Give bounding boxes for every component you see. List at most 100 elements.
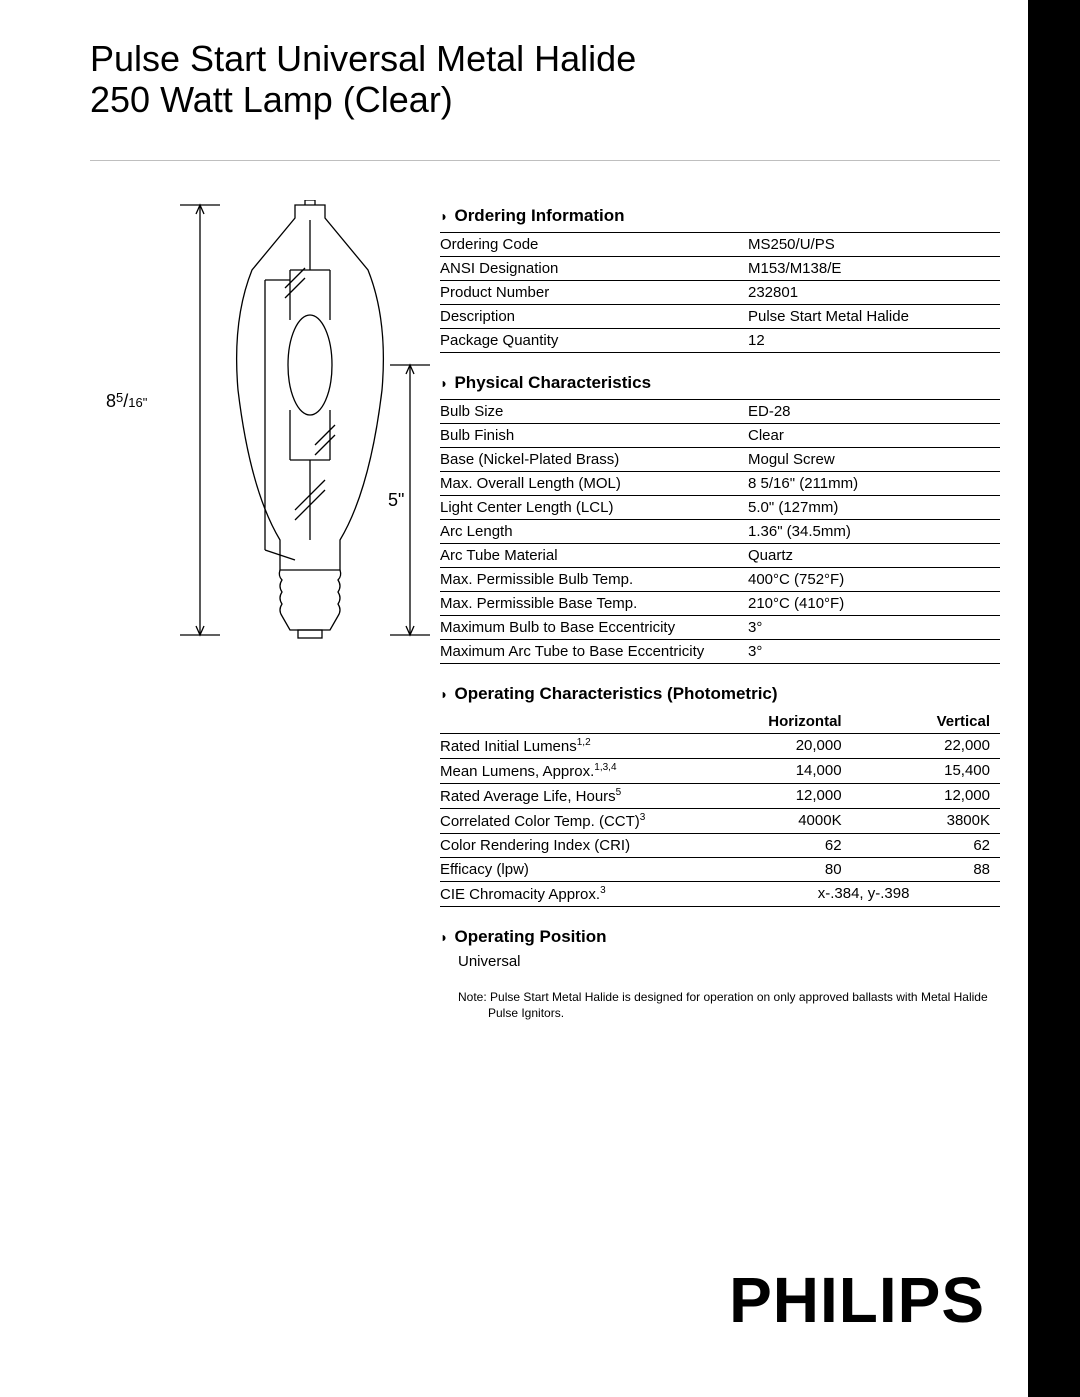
spec-label: Max. Permissible Bulb Temp. xyxy=(440,568,748,592)
spec-value-v: 12,000 xyxy=(866,784,1000,809)
col-vertical: Vertical xyxy=(866,710,1000,734)
ordering-heading: ◗ Ordering Information xyxy=(440,206,1000,226)
spec-label: Rated Initial Lumens1,2 xyxy=(440,734,731,759)
spec-label: Arc Length xyxy=(440,520,748,544)
content-area: 85/16" 5" ◗ Ordering Information Ordering… xyxy=(90,200,1000,1021)
spec-label: Product Number xyxy=(440,281,748,305)
table-row: Mean Lumens, Approx.1,3,414,00015,400 xyxy=(440,759,1000,784)
horizontal-divider xyxy=(90,160,1000,161)
col-horizontal: Horizontal xyxy=(731,710,865,734)
table-row: Light Center Length (LCL)5.0" (127mm) xyxy=(440,496,1000,520)
spec-value-v: 88 xyxy=(866,858,1000,882)
arrow-icon: ◗ xyxy=(440,208,448,224)
ordering-table: Ordering CodeMS250/U/PSANSI DesignationM… xyxy=(440,232,1000,353)
spec-value-h: 62 xyxy=(731,834,865,858)
table-row: Arc Length1.36" (34.5mm) xyxy=(440,520,1000,544)
spec-label: CIE Chromacity Approx.3 xyxy=(440,882,731,907)
lcl-dimension-label: 5" xyxy=(388,490,404,511)
spec-label: Maximum Arc Tube to Base Eccentricity xyxy=(440,640,748,664)
spec-label: Color Rendering Index (CRI) xyxy=(440,834,731,858)
spec-value-h: 4000K xyxy=(731,809,865,834)
spec-label: Bulb Finish xyxy=(440,424,748,448)
spec-value: Mogul Screw xyxy=(748,448,1000,472)
lamp-diagram xyxy=(90,200,430,660)
spec-label: Max. Overall Length (MOL) xyxy=(440,472,748,496)
spec-label: Correlated Color Temp. (CCT)3 xyxy=(440,809,731,834)
spec-label: Package Quantity xyxy=(440,329,748,353)
operating-heading-text: Operating Characteristics (Photometric) xyxy=(454,684,777,704)
table-row: Bulb FinishClear xyxy=(440,424,1000,448)
spec-value: 3° xyxy=(748,616,1000,640)
spec-value-v: 3800K xyxy=(866,809,1000,834)
spec-value-cie: x-.384, y-.398 xyxy=(731,882,1000,907)
spec-column: ◗ Ordering Information Ordering CodeMS250… xyxy=(440,200,1000,1021)
table-row: Max. Overall Length (MOL)8 5/16" (211mm) xyxy=(440,472,1000,496)
spec-value: 1.36" (34.5mm) xyxy=(748,520,1000,544)
note-body: Pulse Start Metal Halide is designed for… xyxy=(488,990,988,1020)
table-row: Correlated Color Temp. (CCT)34000K3800K xyxy=(440,809,1000,834)
table-row: Ordering CodeMS250/U/PS xyxy=(440,233,1000,257)
table-row: Arc Tube MaterialQuartz xyxy=(440,544,1000,568)
table-row: Base (Nickel-Plated Brass)Mogul Screw xyxy=(440,448,1000,472)
table-row: Rated Average Life, Hours512,00012,000 xyxy=(440,784,1000,809)
spec-value: Quartz xyxy=(748,544,1000,568)
arrow-icon: ◗ xyxy=(440,686,448,702)
spec-value: 400°C (752°F) xyxy=(748,568,1000,592)
physical-table: Bulb SizeED-28Bulb FinishClearBase (Nick… xyxy=(440,399,1000,664)
spec-label: Base (Nickel-Plated Brass) xyxy=(440,448,748,472)
spec-label: Arc Tube Material xyxy=(440,544,748,568)
page-title-line2: 250 Watt Lamp (Clear) xyxy=(90,79,1080,120)
spec-value-h: 80 xyxy=(731,858,865,882)
spec-label: ANSI Designation xyxy=(440,257,748,281)
spec-label: Bulb Size xyxy=(440,400,748,424)
table-row: Maximum Arc Tube to Base Eccentricity3° xyxy=(440,640,1000,664)
brand-logo: PHILIPS xyxy=(729,1263,985,1337)
spec-value: 3° xyxy=(748,640,1000,664)
spec-value: Clear xyxy=(748,424,1000,448)
table-row: DescriptionPulse Start Metal Halide xyxy=(440,305,1000,329)
spec-label: Light Center Length (LCL) xyxy=(440,496,748,520)
spec-label: Mean Lumens, Approx.1,3,4 xyxy=(440,759,731,784)
spec-value-h: 20,000 xyxy=(731,734,865,759)
diagram-column: 85/16" 5" xyxy=(90,200,430,1021)
spec-label: Maximum Bulb to Base Eccentricity xyxy=(440,616,748,640)
spec-value: 5.0" (127mm) xyxy=(748,496,1000,520)
spec-value-v: 62 xyxy=(866,834,1000,858)
position-heading: ◗ Operating Position xyxy=(440,927,1000,947)
spec-value: 8 5/16" (211mm) xyxy=(748,472,1000,496)
table-row: Maximum Bulb to Base Eccentricity3° xyxy=(440,616,1000,640)
title-block: Pulse Start Universal Metal Halide 250 W… xyxy=(0,0,1080,121)
table-row: Product Number232801 xyxy=(440,281,1000,305)
spec-label: Description xyxy=(440,305,748,329)
table-row: Max. Permissible Bulb Temp.400°C (752°F) xyxy=(440,568,1000,592)
table-row: Package Quantity12 xyxy=(440,329,1000,353)
spec-value: M153/M138/E xyxy=(748,257,1000,281)
operating-table: Horizontal Vertical Rated Initial Lumens… xyxy=(440,710,1000,907)
page-title-line1: Pulse Start Universal Metal Halide xyxy=(90,38,1080,79)
arrow-icon: ◗ xyxy=(440,929,448,945)
table-row: CIE Chromacity Approx.3x-.384, y-.398 xyxy=(440,882,1000,907)
physical-heading-text: Physical Characteristics xyxy=(454,373,651,393)
brand-wordmark: PHILIPS xyxy=(729,1264,985,1336)
spec-value-v: 22,000 xyxy=(866,734,1000,759)
right-sidebar-stripe xyxy=(1028,0,1080,1397)
footnote: Note: Pulse Start Metal Halide is design… xyxy=(470,990,1000,1021)
spec-label: Ordering Code xyxy=(440,233,748,257)
position-value: Universal xyxy=(440,953,1000,970)
table-row: Efficacy (lpw)8088 xyxy=(440,858,1000,882)
spec-value-v: 15,400 xyxy=(866,759,1000,784)
spec-value-h: 12,000 xyxy=(731,784,865,809)
physical-heading: ◗ Physical Characteristics xyxy=(440,373,1000,393)
spec-label: Efficacy (lpw) xyxy=(440,858,731,882)
table-row: Color Rendering Index (CRI)6262 xyxy=(440,834,1000,858)
arrow-icon: ◗ xyxy=(440,375,448,391)
spec-value: MS250/U/PS xyxy=(748,233,1000,257)
position-heading-text: Operating Position xyxy=(454,927,606,947)
mol-dimension-label: 85/16" xyxy=(106,390,147,412)
spec-value-h: 14,000 xyxy=(731,759,865,784)
table-row: Max. Permissible Base Temp.210°C (410°F) xyxy=(440,592,1000,616)
ordering-heading-text: Ordering Information xyxy=(454,206,624,226)
table-row: Rated Initial Lumens1,220,00022,000 xyxy=(440,734,1000,759)
spec-value: 232801 xyxy=(748,281,1000,305)
spec-value: 210°C (410°F) xyxy=(748,592,1000,616)
